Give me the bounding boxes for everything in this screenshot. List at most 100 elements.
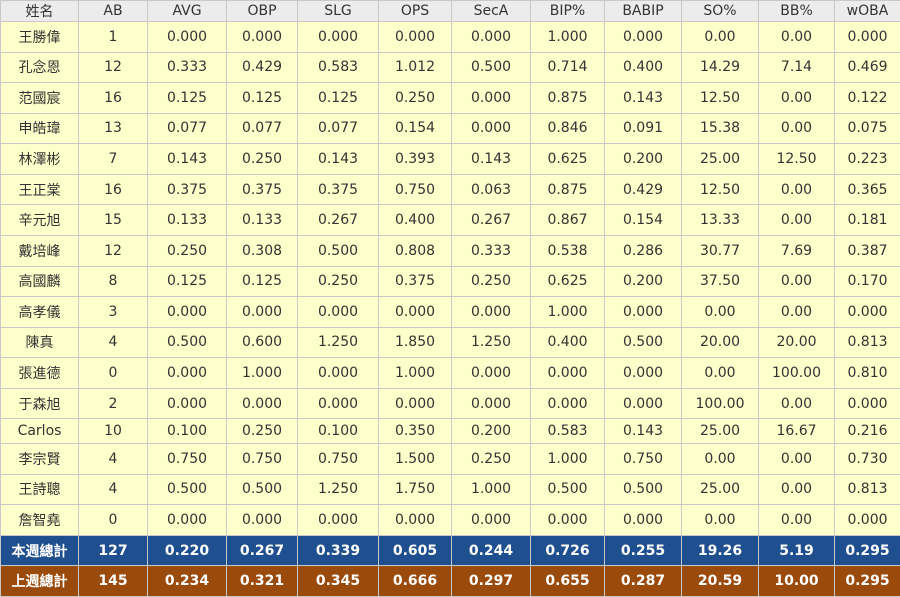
cell: 0.333 — [451, 234, 531, 267]
cell: 0.750 — [378, 173, 452, 206]
cell: 0.400 — [530, 326, 605, 359]
cell: 12.50 — [681, 82, 759, 114]
player-row: 林澤彬 7 0.143 0.250 0.143 0.393 0.143 0.625 0.200 2… — [0, 143, 900, 175]
cell: 3 — [78, 296, 148, 328]
cell: 0.00 — [758, 265, 835, 298]
cell: 0.000 — [451, 357, 531, 389]
cell: 0.250 — [297, 265, 379, 298]
player-row: 辛元旭 15 0.133 0.133 0.267 0.400 0.267 0.867 0.154… — [0, 204, 900, 236]
cell: 0.000 — [147, 296, 227, 328]
cell: 0.000 — [604, 296, 682, 328]
cell: 上週總計 — [0, 565, 79, 597]
cell: 0.400 — [378, 204, 452, 236]
player-row: 張進德 0 0.000 1.000 0.000 1.000 0.000 0.000 0.000 0… — [0, 357, 900, 389]
cell: 0.813 — [834, 326, 900, 359]
cell: 0.00 — [758, 296, 835, 328]
cell: 127 — [78, 534, 148, 567]
cell: 0.091 — [604, 112, 682, 145]
column-header: OPS — [378, 0, 452, 22]
cell: 0.538 — [530, 234, 605, 267]
cell: 0.875 — [530, 173, 605, 206]
cell: 0.810 — [834, 357, 900, 389]
cell: 0.250 — [451, 443, 531, 475]
cell: 0.00 — [758, 443, 835, 475]
cell: 1.250 — [297, 473, 379, 506]
player-row: Carlos 10 0.100 0.250 0.100 0.350 0.200 0.583 0.… — [0, 418, 900, 445]
total-row: 上週總計 145 0.234 0.321 0.345 0.666 0.297 0.655 0.2… — [0, 565, 900, 597]
player-row: 孔念恩 12 0.333 0.429 0.583 1.012 0.500 0.714 0.400… — [0, 51, 900, 84]
cell: 0.308 — [226, 234, 298, 267]
cell: 0.500 — [147, 473, 227, 506]
cell: 0.00 — [758, 473, 835, 506]
cell: 100.00 — [758, 357, 835, 389]
cell: 0.250 — [226, 143, 298, 175]
cell: 0.000 — [297, 387, 379, 420]
cell: 0.000 — [451, 112, 531, 145]
cell: 37.50 — [681, 265, 759, 298]
cell: 7.14 — [758, 51, 835, 84]
cell: 0.133 — [226, 204, 298, 236]
cell: 0.600 — [226, 326, 298, 359]
cell: 0.000 — [297, 357, 379, 389]
cell: 12 — [78, 51, 148, 84]
player-row: 李宗賢 4 0.750 0.750 0.750 1.500 0.250 1.000 0.750 0… — [0, 443, 900, 475]
cell: 145 — [78, 565, 148, 597]
cell: 本週總計 — [0, 534, 79, 567]
cell: 0.666 — [378, 565, 452, 597]
cell: 0.000 — [147, 504, 227, 536]
cell: 0.000 — [834, 21, 900, 53]
cell: 1.000 — [530, 296, 605, 328]
header-row: 姓名 AB AVG OBP SLG OPS SecA BIP% BABIP SO% BB% wOBA — [0, 0, 900, 22]
cell: 1 — [78, 21, 148, 53]
player-row: 王勝偉 1 0.000 0.000 0.000 0.000 0.000 1.000 0.000 0… — [0, 21, 900, 53]
cell: 14.29 — [681, 51, 759, 84]
cell: 13.33 — [681, 204, 759, 236]
cell: 0.181 — [834, 204, 900, 236]
cell: 申皓瑋 — [0, 112, 79, 145]
cell: 0.00 — [758, 112, 835, 145]
cell: 0.000 — [378, 296, 452, 328]
cell: 陳真 — [0, 326, 79, 359]
cell: 0.000 — [226, 504, 298, 536]
cell: 0.000 — [834, 504, 900, 536]
cell: 0.200 — [604, 143, 682, 175]
cell: 張進德 — [0, 357, 79, 389]
player-row: 申皓瑋 13 0.077 0.077 0.077 0.154 0.000 0.846 0.091… — [0, 112, 900, 145]
cell: 1.250 — [451, 326, 531, 359]
cell: 王正棠 — [0, 173, 79, 206]
cell: 0.244 — [451, 534, 531, 567]
cell: 0.350 — [378, 418, 452, 445]
cell: 0.250 — [147, 234, 227, 267]
cell: 0.813 — [834, 473, 900, 506]
column-header: OBP — [226, 0, 298, 22]
cell: 0.170 — [834, 265, 900, 298]
column-header: SecA — [451, 0, 531, 22]
cell: 0.063 — [451, 173, 531, 206]
cell: 0.808 — [378, 234, 452, 267]
cell: 0.875 — [530, 82, 605, 114]
cell: 0.429 — [604, 173, 682, 206]
cell: 0.000 — [530, 387, 605, 420]
cell: 0.00 — [681, 21, 759, 53]
cell: 20.00 — [758, 326, 835, 359]
player-row: 范國宸 16 0.125 0.125 0.125 0.250 0.000 0.875 0.143… — [0, 82, 900, 114]
cell: 范國宸 — [0, 82, 79, 114]
cell: 0.143 — [147, 143, 227, 175]
cell: 0.220 — [147, 534, 227, 567]
cell: 0.345 — [297, 565, 379, 597]
column-header: SLG — [297, 0, 379, 22]
cell: 25.00 — [681, 418, 759, 445]
cell: 0.750 — [297, 443, 379, 475]
cell: 7.69 — [758, 234, 835, 267]
cell: 0 — [78, 504, 148, 536]
cell: 0.100 — [147, 418, 227, 445]
player-row: 王正棠 16 0.375 0.375 0.375 0.750 0.063 0.875 0.429… — [0, 173, 900, 206]
total-row: 本週總計 127 0.220 0.267 0.339 0.605 0.244 0.726 0.2… — [0, 534, 900, 567]
cell: 0.000 — [297, 296, 379, 328]
cell: 13 — [78, 112, 148, 145]
cell: 25.00 — [681, 143, 759, 175]
cell: 李宗賢 — [0, 443, 79, 475]
cell: 0.000 — [297, 21, 379, 53]
column-header: AVG — [147, 0, 227, 22]
cell: 0.00 — [681, 296, 759, 328]
